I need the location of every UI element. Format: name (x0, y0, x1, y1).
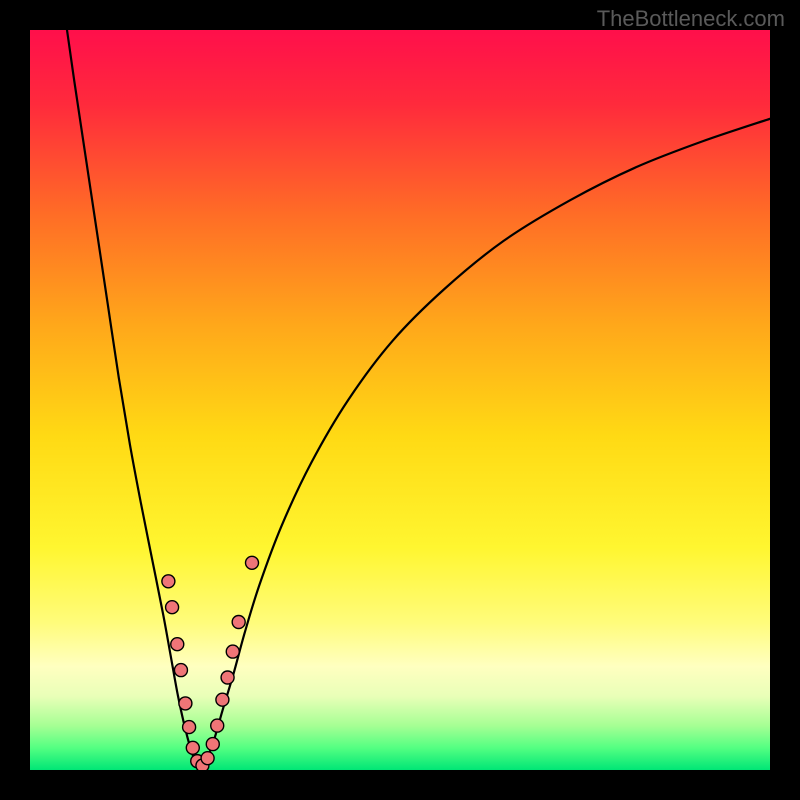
data-marker (183, 721, 196, 734)
data-marker (174, 664, 187, 677)
data-marker (216, 693, 229, 706)
data-marker (201, 752, 214, 765)
data-marker (171, 638, 184, 651)
data-marker (179, 697, 192, 710)
curve (200, 119, 770, 768)
watermark-text: TheBottleneck.com (597, 6, 785, 32)
data-marker (186, 741, 199, 754)
chart-container: TheBottleneck.com (0, 0, 800, 800)
data-marker (226, 645, 239, 658)
data-marker (246, 556, 259, 569)
data-marker (206, 738, 219, 751)
curve (67, 30, 200, 768)
chart-overlay (30, 30, 770, 770)
data-marker (221, 671, 234, 684)
data-marker (166, 601, 179, 614)
data-marker (211, 719, 224, 732)
data-marker (162, 575, 175, 588)
plot-area (30, 30, 770, 770)
data-marker (232, 616, 245, 629)
